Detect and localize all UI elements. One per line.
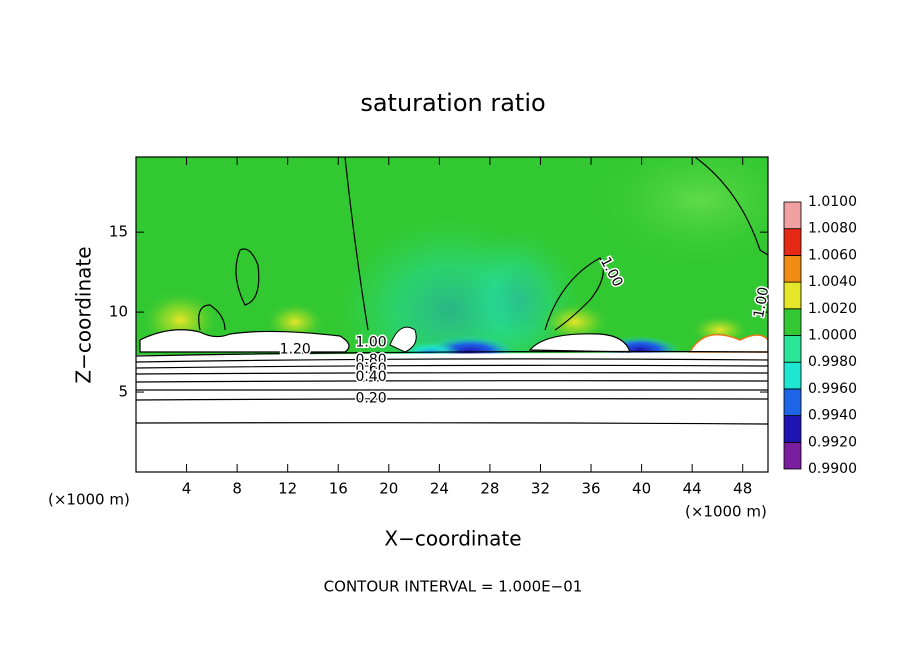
- x-tick-label: 44: [683, 480, 702, 498]
- contour-label: 0.60: [356, 361, 387, 377]
- colorbar-label: 1.0080: [808, 221, 857, 237]
- contour-label: 0.40: [356, 369, 387, 385]
- contour-label: 0.20: [356, 390, 387, 406]
- colorbar-label: 0.9940: [808, 408, 857, 424]
- x-tick-label: 28: [480, 480, 499, 498]
- colorbar-swatch: [783, 281, 802, 310]
- colorbar-swatch: [783, 228, 802, 256]
- colorbar-label: 1.0000: [808, 328, 857, 344]
- colorbar-label: 1.0100: [808, 194, 857, 210]
- x-tick-label: 8: [232, 480, 242, 498]
- x-tick-label: 16: [329, 480, 348, 498]
- x-tick-label: 48: [733, 480, 752, 498]
- x-tick-label: 20: [379, 480, 398, 498]
- contour-label: 1.00: [356, 334, 387, 350]
- contour-label: 0.80: [356, 352, 387, 368]
- field: [136, 157, 768, 472]
- colorbar-label: 0.9900: [808, 461, 857, 477]
- y-tick-label: 15: [109, 223, 128, 241]
- colorbar-swatch: [783, 441, 802, 470]
- x-unit-label: (×1000 m): [685, 503, 767, 521]
- x-tick-label: 32: [531, 480, 550, 498]
- colorbar-label: 0.9960: [808, 381, 857, 397]
- x-axis-label: X−coordinate: [384, 527, 521, 551]
- colorbar-swatch: [783, 361, 802, 390]
- colorbar-swatch: [783, 415, 802, 443]
- y-axis-label: Z−coordinate: [72, 246, 96, 383]
- x-tick-label: 36: [581, 480, 600, 498]
- plot-frame: [135, 156, 769, 473]
- colorbar-label: 1.0020: [808, 301, 857, 317]
- colorbar-label: 1.0060: [808, 247, 857, 263]
- x-tick-label: 12: [278, 480, 297, 498]
- y-tick-label: 5: [118, 383, 128, 401]
- colorbar-label: 0.9920: [808, 434, 857, 450]
- x-unit-label: (×1000 m): [48, 491, 130, 509]
- colorbar-swatch: [783, 201, 802, 230]
- x-tick-label: 24: [430, 480, 449, 498]
- colorbar-swatch: [783, 335, 802, 363]
- x-tick-label: 40: [632, 480, 651, 498]
- colorbar-swatch: [783, 388, 802, 416]
- x-tick-label: 4: [182, 480, 192, 498]
- colorbar-label: 1.0040: [808, 274, 857, 290]
- footnote: CONTOUR INTERVAL = 1.000E−01: [324, 578, 583, 596]
- y-tick-label: 10: [109, 303, 128, 321]
- colorbar-swatch: [783, 308, 802, 336]
- colorbar-swatch: [783, 254, 802, 283]
- chart-title: saturation ratio: [360, 89, 545, 117]
- contour-label: 1.20: [280, 342, 311, 358]
- colorbar-label: 0.9980: [808, 354, 857, 370]
